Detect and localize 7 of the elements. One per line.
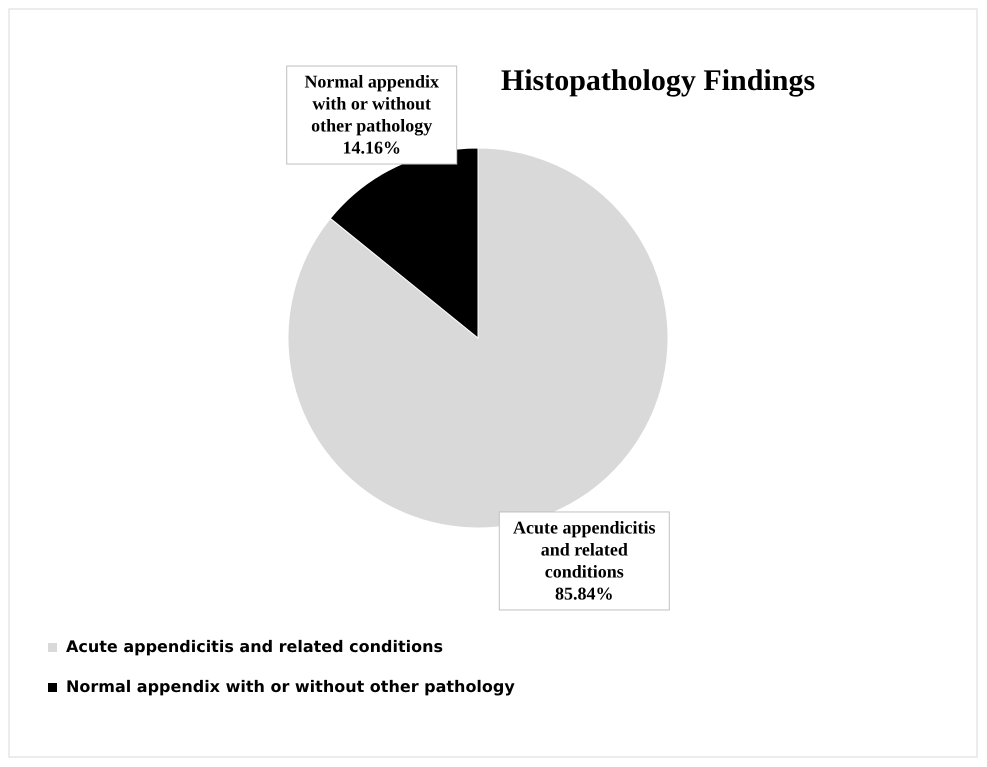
slice-label: Normal appendix with or without other pathology [304, 72, 439, 136]
data-label: 85.84% [555, 583, 614, 604]
legend-label: Normal appendix with or without other pathology [66, 677, 516, 696]
data-label: 14.16% [342, 138, 401, 158]
legend-label: Acute appendicitis and related conditions [66, 637, 444, 656]
slice-label: Acute appendicitis and related conditions [513, 517, 656, 582]
chart-title: Histopathology Findings [500, 64, 816, 97]
